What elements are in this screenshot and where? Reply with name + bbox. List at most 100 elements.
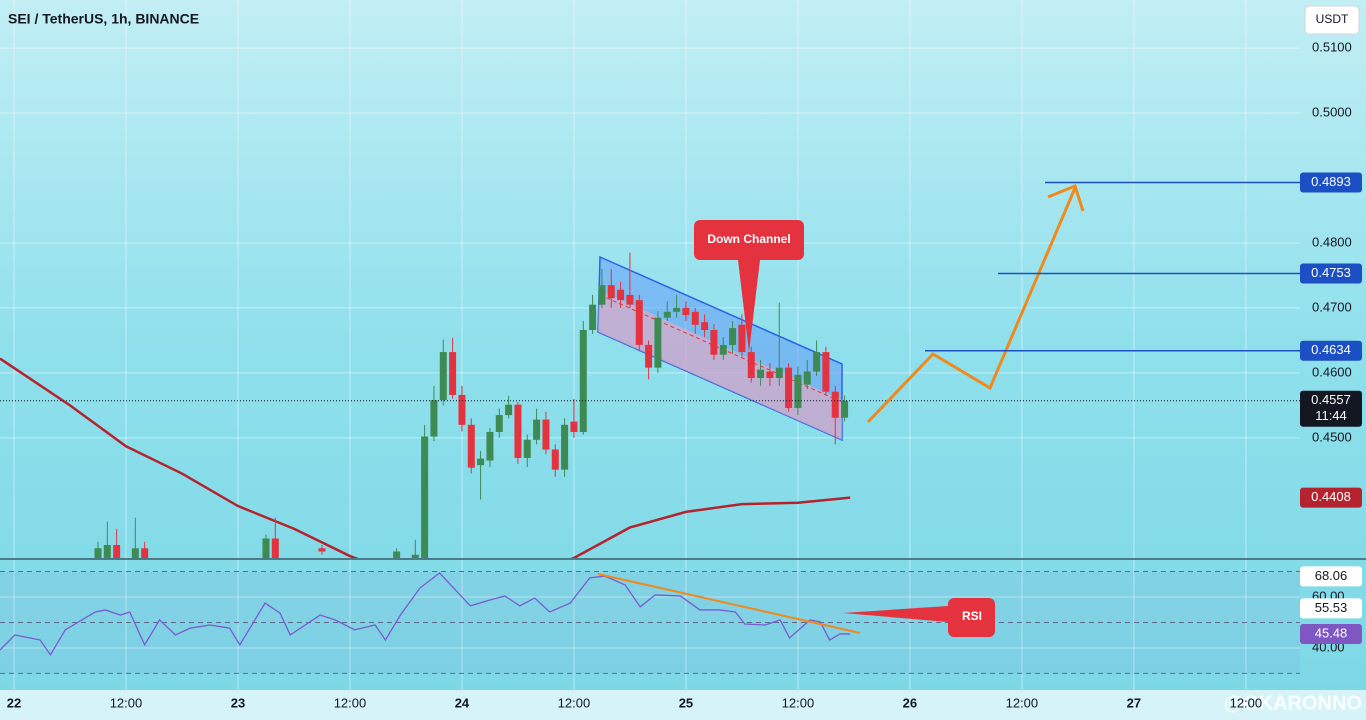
- candle-body: [449, 352, 457, 395]
- rsi-line: [0, 572, 851, 657]
- y-tick-label: 0.4800: [1312, 234, 1352, 249]
- candle-body: [841, 400, 849, 418]
- candle-body: [570, 421, 578, 432]
- x-tick-label: 23: [231, 695, 245, 710]
- candle-body: [645, 344, 653, 368]
- price-badge-label: 0.4893: [1311, 174, 1351, 189]
- candle-body: [822, 352, 830, 392]
- candle-body: [542, 419, 550, 450]
- x-tick-label: 24: [455, 695, 470, 710]
- candle-body: [411, 554, 419, 558]
- x-tick-label: 22: [7, 695, 21, 710]
- candle-body: [523, 439, 531, 458]
- y-tick-label: 0.4500: [1312, 429, 1352, 444]
- candle-body: [831, 391, 839, 418]
- candle-body: [551, 449, 559, 470]
- candle-body: [430, 400, 438, 437]
- moving-average: [0, 357, 851, 558]
- callout-rsi: [843, 598, 995, 637]
- callout-down-channel: [694, 220, 804, 352]
- candle-body: [617, 289, 625, 301]
- price-badge-label: 0.4408: [1311, 489, 1351, 504]
- y-tick-label: 0.4600: [1312, 364, 1352, 379]
- callout-text: RSI: [962, 609, 982, 623]
- candle-body: [131, 548, 139, 558]
- currency-label[interactable]: USDT: [1316, 12, 1349, 26]
- candle-body: [262, 538, 270, 558]
- candle-body: [495, 415, 503, 432]
- x-tick-label: 12:00: [110, 695, 143, 710]
- candle-body: [505, 404, 513, 416]
- candle-body: [757, 369, 765, 379]
- candle-body: [719, 344, 727, 355]
- candle-body: [579, 329, 587, 432]
- candle-body: [94, 548, 102, 558]
- x-tick-label: 12:00: [1006, 695, 1039, 710]
- candle-body: [477, 458, 485, 466]
- candle-body: [701, 322, 709, 330]
- candle-body: [598, 285, 606, 305]
- price-badge-label: 0.4557: [1311, 392, 1351, 407]
- price-badge-label: 45.48: [1315, 625, 1348, 640]
- price-badge: [1300, 623, 1362, 644]
- candle-body: [533, 419, 541, 440]
- y-tick-label: 0.5100: [1312, 40, 1352, 55]
- candle-body: [486, 431, 494, 461]
- price-badge: [1300, 340, 1362, 361]
- candle-body: [467, 424, 475, 468]
- price-badge-label: 0.4634: [1311, 342, 1351, 357]
- candle-body: [421, 436, 429, 558]
- price-badge: [1300, 566, 1362, 587]
- price-badge-label: 68.06: [1315, 568, 1348, 583]
- candle-body: [691, 311, 699, 325]
- candle-body: [803, 371, 811, 385]
- candle-body: [682, 307, 690, 316]
- chart-title: SEI / TetherUS, 1h, BINANCE: [8, 11, 199, 27]
- candle-body: [775, 367, 783, 379]
- x-tick-label: 12:00: [1230, 695, 1263, 710]
- candle-body: [673, 307, 681, 312]
- countdown-label: 11:44: [1315, 408, 1347, 423]
- price-badge: [1300, 598, 1362, 619]
- candle-body: [458, 394, 466, 425]
- rsi-trendline: [597, 573, 861, 634]
- y-tick-label: 0.5000: [1312, 104, 1352, 119]
- candle-body: [589, 304, 597, 330]
- price-badge-label: 55.53: [1315, 600, 1348, 615]
- x-tick-label: 12:00: [334, 695, 367, 710]
- x-tick-label: 27: [1127, 695, 1141, 710]
- y-tick-label: 0.4700: [1312, 299, 1352, 314]
- projection-path: [866, 187, 1077, 424]
- x-tick-label: 12:00: [782, 695, 815, 710]
- candle-body: [710, 329, 718, 355]
- candle-body: [271, 538, 279, 558]
- projection-arrowhead: [1047, 183, 1085, 212]
- candle-body: [141, 548, 149, 558]
- candle-body: [663, 311, 671, 318]
- candle-body: [607, 285, 615, 299]
- candle-body: [561, 424, 569, 470]
- candle-body: [738, 324, 746, 353]
- price-badge: [1300, 487, 1362, 508]
- candle-body: [785, 367, 793, 408]
- x-tick-label: 12:00: [558, 695, 591, 710]
- candle-body: [103, 545, 111, 558]
- price-badge-label: 0.4753: [1311, 265, 1351, 280]
- rsi-band-fill: [0, 571, 1300, 674]
- candle-body: [794, 374, 802, 408]
- candle-body: [813, 352, 821, 372]
- currency-button[interactable]: [1304, 5, 1360, 35]
- x-tick-label: 25: [679, 695, 693, 710]
- candle-body: [766, 371, 774, 379]
- x-tick-label: 26: [903, 695, 917, 710]
- candle-body: [654, 317, 662, 368]
- candle-body: [439, 352, 447, 401]
- price-badge: [1300, 390, 1362, 427]
- price-badge: [1300, 263, 1362, 284]
- candle-body: [747, 352, 755, 379]
- candle-body: [318, 548, 326, 552]
- time-axis-bg: [0, 690, 1366, 720]
- candle-body: [514, 404, 522, 458]
